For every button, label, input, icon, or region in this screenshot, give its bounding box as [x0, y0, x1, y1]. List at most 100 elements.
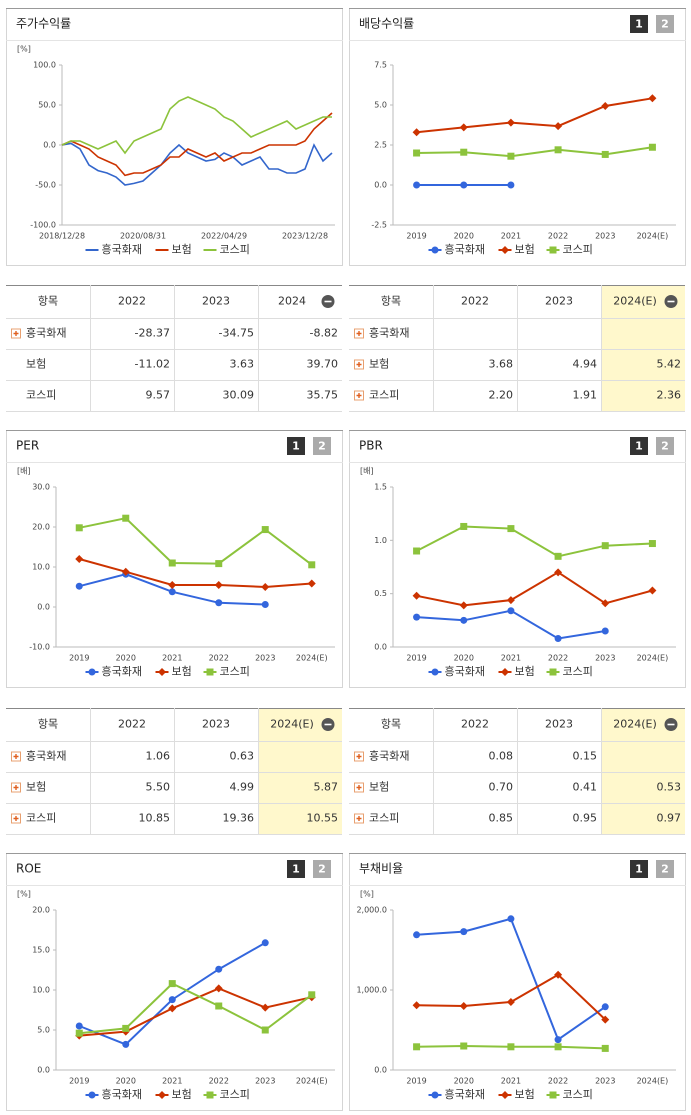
legend-label: 흥국화재	[102, 1087, 142, 1101]
cell-value: 3.63	[230, 358, 255, 371]
point	[168, 588, 176, 596]
x-tick-label: 2021	[162, 1077, 182, 1086]
x-tick-label: 2022	[209, 654, 229, 663]
header-cell: 2023	[202, 718, 230, 731]
header-cell: 2023	[545, 295, 573, 308]
point	[601, 599, 610, 608]
header-cell: 2023	[202, 295, 230, 308]
point	[601, 101, 610, 110]
y-tick-label: 5.0	[374, 101, 387, 110]
point	[214, 984, 223, 993]
header-cell: 2022	[461, 718, 489, 731]
series-line	[416, 571, 653, 607]
y-tick-label: 10.0	[32, 563, 50, 572]
legend-marker	[431, 246, 439, 254]
page-button[interactable]	[287, 437, 305, 455]
point	[412, 128, 421, 137]
header-cell: 항목	[38, 718, 58, 731]
cell-value: 4.99	[230, 781, 255, 794]
x-tick-label: 2023	[595, 1077, 615, 1086]
page-button[interactable]	[656, 15, 674, 33]
y-tick-label: 1,000.0	[356, 986, 387, 995]
point	[507, 181, 515, 189]
point	[413, 613, 421, 621]
y-tick-label: 2.5	[374, 141, 387, 150]
panel	[349, 8, 686, 266]
chart-title: PER	[16, 439, 39, 453]
page-button[interactable]	[656, 437, 674, 455]
cell-value: 0.70	[489, 781, 514, 794]
legend-marker	[501, 246, 509, 254]
point	[648, 94, 657, 103]
x-tick-label: 2023	[595, 232, 615, 241]
point	[601, 1003, 609, 1011]
page-button[interactable]	[313, 860, 331, 878]
y-tick-label: 50.0	[38, 101, 56, 110]
point	[506, 118, 515, 127]
x-tick-label: 2020	[454, 654, 474, 663]
expand-icon-plus	[356, 393, 362, 398]
y-tick-label: 0.0	[374, 643, 387, 652]
chart-title: PBR	[359, 439, 383, 453]
point	[261, 1003, 270, 1012]
page-button-label: 2	[661, 18, 669, 31]
page-button[interactable]	[287, 860, 305, 878]
y-tick-label: 2,000.0	[356, 906, 387, 915]
expand-icon-plus	[356, 785, 362, 790]
series-line	[61, 142, 333, 186]
point	[261, 526, 269, 534]
point	[601, 627, 609, 635]
legend-marker	[206, 668, 214, 676]
page-button[interactable]	[656, 860, 674, 878]
cell-value: 0.15	[573, 750, 598, 763]
page-button-label: 1	[635, 863, 643, 876]
point	[412, 591, 421, 600]
x-tick-label: 2022/04/29	[201, 232, 247, 241]
point	[507, 607, 515, 615]
point	[601, 1015, 610, 1024]
series-line	[79, 987, 313, 1037]
point	[261, 939, 269, 947]
row-label: 코스피	[369, 389, 399, 402]
y-tick-label: 100.0	[33, 61, 56, 70]
legend-marker	[549, 668, 557, 676]
y-tick-label: 5.0	[37, 1026, 50, 1035]
y-tick-label: -100.0	[30, 221, 56, 230]
x-tick-label: 2021	[162, 654, 182, 663]
cell-value: 4.94	[573, 358, 598, 371]
header-cell: 2024(E)	[270, 718, 314, 731]
expand-icon-plus	[356, 362, 362, 367]
point	[459, 123, 468, 132]
cell-value: 10.55	[307, 812, 339, 825]
page-button[interactable]	[630, 15, 648, 33]
x-tick-label: 2018/12/28	[39, 232, 85, 241]
cell-value: 5.50	[146, 781, 171, 794]
y-tick-label: 20.0	[32, 906, 50, 915]
legend-label: 흥국화재	[445, 1087, 485, 1101]
page-button[interactable]	[630, 860, 648, 878]
x-tick-label: 2023	[255, 654, 275, 663]
y-tick-label: 20.0	[32, 523, 50, 532]
point	[413, 149, 421, 157]
point	[168, 1004, 177, 1013]
y-tick-label: 0.0	[374, 1066, 387, 1075]
row-label: 보험	[26, 781, 46, 794]
point	[168, 980, 176, 988]
point	[168, 559, 176, 567]
header-cell: 항목	[381, 295, 401, 308]
legend-marker	[431, 1091, 439, 1099]
y-tick-label: 1.5	[374, 483, 387, 492]
series-line	[416, 525, 653, 558]
page-button[interactable]	[630, 437, 648, 455]
legend-marker	[206, 1091, 214, 1099]
page-button[interactable]	[313, 437, 331, 455]
chart-title: 부채비율	[359, 862, 403, 876]
cell-value: 30.09	[223, 389, 255, 402]
point	[413, 1043, 421, 1051]
legend-label: 보험	[515, 243, 535, 256]
series-line	[61, 96, 332, 155]
y-tick-label: 0.5	[374, 589, 387, 598]
expand-icon-plus	[13, 331, 19, 336]
expand-icon-plus	[356, 754, 362, 759]
point	[506, 596, 515, 605]
